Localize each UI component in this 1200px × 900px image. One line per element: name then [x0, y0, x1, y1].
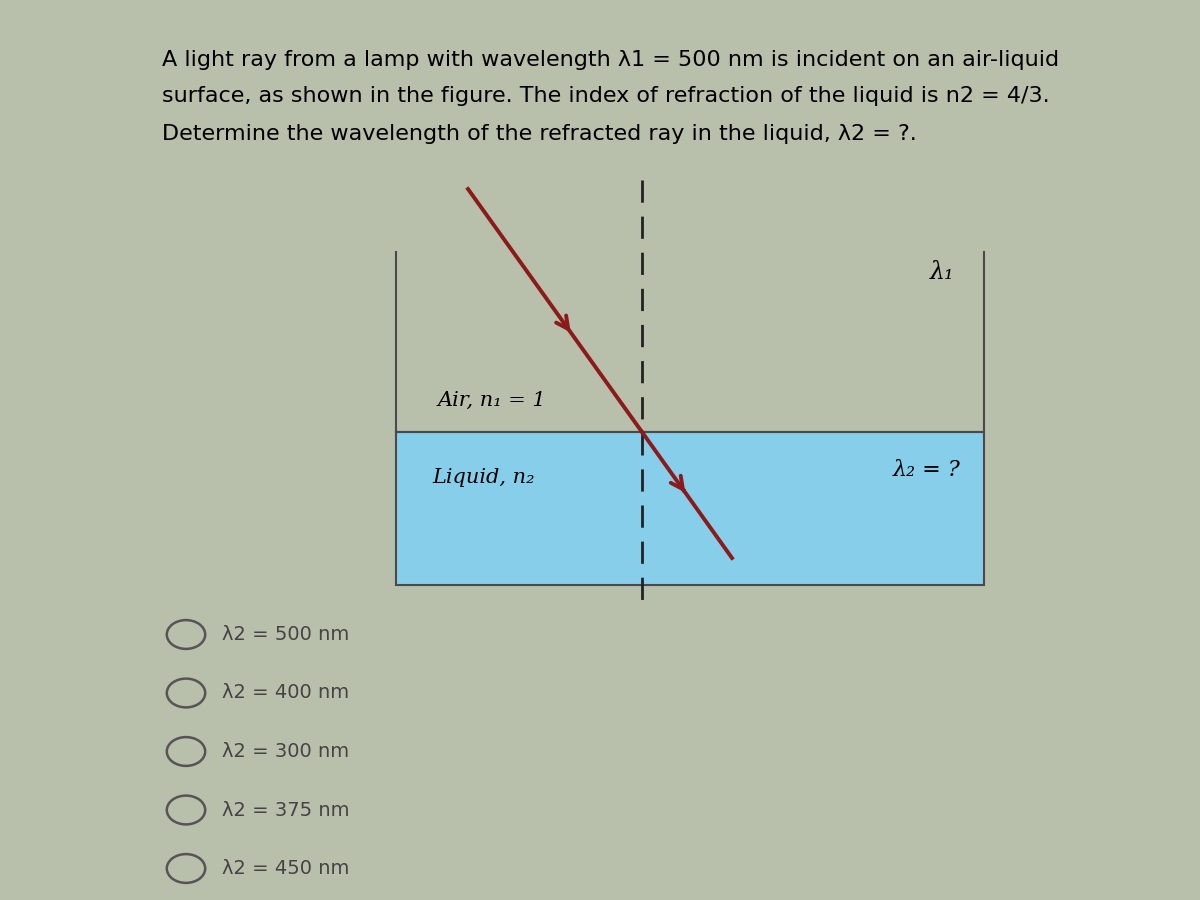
- Text: A light ray from a lamp with wavelength λ1 = 500 nm is incident on an air-liquid: A light ray from a lamp with wavelength …: [162, 50, 1060, 69]
- Text: Air, n₁ = 1: Air, n₁ = 1: [438, 391, 547, 410]
- Text: Determine the wavelength of the refracted ray in the liquid, λ2 = ?.: Determine the wavelength of the refracte…: [162, 124, 917, 144]
- Text: λ2 = 500 nm: λ2 = 500 nm: [222, 625, 349, 644]
- Text: surface, as shown in the figure. The index of refraction of the liquid is n2 = 4: surface, as shown in the figure. The ind…: [162, 86, 1050, 105]
- Text: λ2 = 400 nm: λ2 = 400 nm: [222, 683, 349, 703]
- Text: λ₁: λ₁: [930, 261, 954, 284]
- Text: λ2 = 300 nm: λ2 = 300 nm: [222, 742, 349, 761]
- Text: λ2 = 375 nm: λ2 = 375 nm: [222, 800, 349, 820]
- Text: λ₂ = ?: λ₂ = ?: [893, 459, 960, 481]
- Text: λ2 = 450 nm: λ2 = 450 nm: [222, 859, 349, 878]
- Text: Liquid, n₂: Liquid, n₂: [432, 468, 534, 487]
- Bar: [396, 432, 984, 585]
